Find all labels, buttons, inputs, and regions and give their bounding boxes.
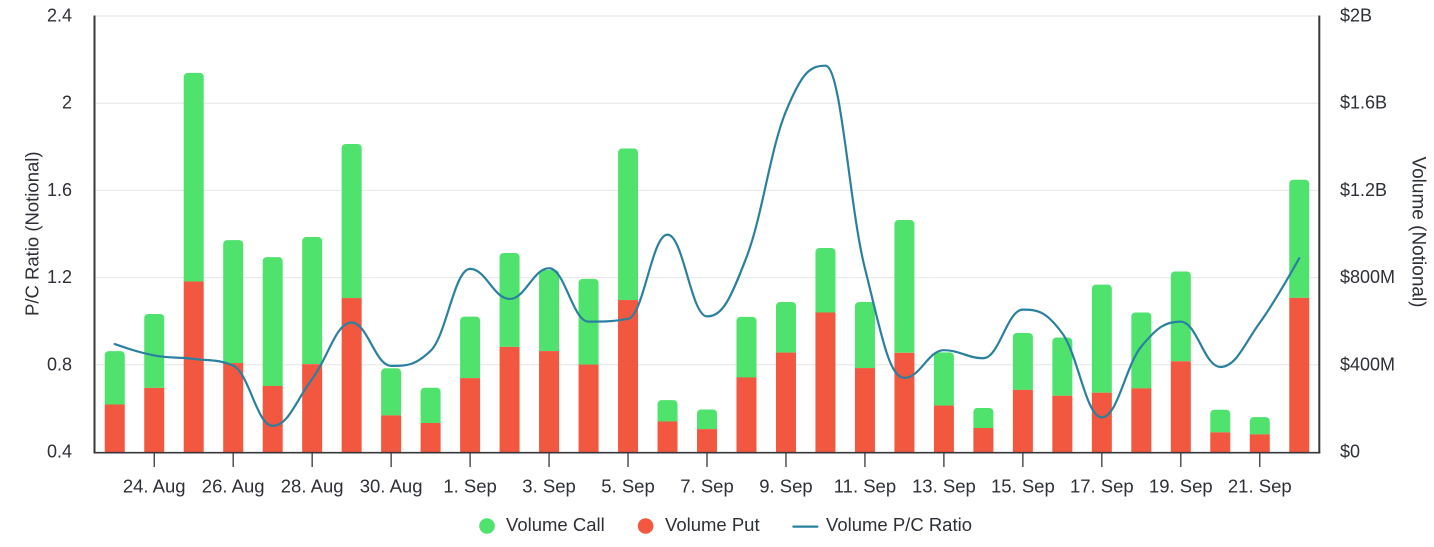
svg-text:2: 2	[62, 93, 72, 113]
svg-text:Volume P/C Ratio: Volume P/C Ratio	[826, 514, 972, 535]
svg-text:0.8: 0.8	[47, 354, 72, 374]
svg-text:5. Sep: 5. Sep	[601, 475, 655, 496]
svg-text:28. Aug: 28. Aug	[281, 475, 344, 496]
svg-text:Volume (Notional): Volume (Notional)	[1407, 156, 1428, 307]
svg-text:19. Sep: 19. Sep	[1149, 475, 1213, 496]
svg-text:1. Sep: 1. Sep	[443, 475, 497, 496]
svg-text:17. Sep: 17. Sep	[1070, 475, 1134, 496]
svg-text:$800M: $800M	[1340, 267, 1395, 287]
svg-text:26. Aug: 26. Aug	[202, 475, 265, 496]
svg-text:7. Sep: 7. Sep	[680, 475, 734, 496]
svg-text:13. Sep: 13. Sep	[912, 475, 976, 496]
svg-text:P/C Ratio (Notional): P/C Ratio (Notional)	[22, 151, 43, 316]
svg-text:0.4: 0.4	[47, 442, 72, 462]
svg-text:3. Sep: 3. Sep	[522, 475, 576, 496]
svg-text:24. Aug: 24. Aug	[123, 475, 186, 496]
svg-text:30. Aug: 30. Aug	[360, 475, 423, 496]
svg-text:$1.2B: $1.2B	[1340, 180, 1387, 200]
svg-text:21. Sep: 21. Sep	[1228, 475, 1292, 496]
svg-text:2.4: 2.4	[47, 6, 72, 26]
svg-text:$2B: $2B	[1340, 6, 1372, 26]
svg-text:$0: $0	[1340, 442, 1360, 462]
svg-text:1.2: 1.2	[47, 267, 72, 287]
svg-text:11. Sep: 11. Sep	[834, 475, 896, 496]
svg-text:$400M: $400M	[1340, 354, 1395, 374]
svg-text:1.6: 1.6	[47, 180, 72, 200]
svg-text:Volume Call: Volume Call	[506, 514, 605, 535]
svg-text:Volume Put: Volume Put	[665, 514, 760, 535]
svg-text:9. Sep: 9. Sep	[759, 475, 813, 496]
svg-text:15. Sep: 15. Sep	[991, 475, 1055, 496]
svg-text:$1.6B: $1.6B	[1340, 93, 1387, 113]
